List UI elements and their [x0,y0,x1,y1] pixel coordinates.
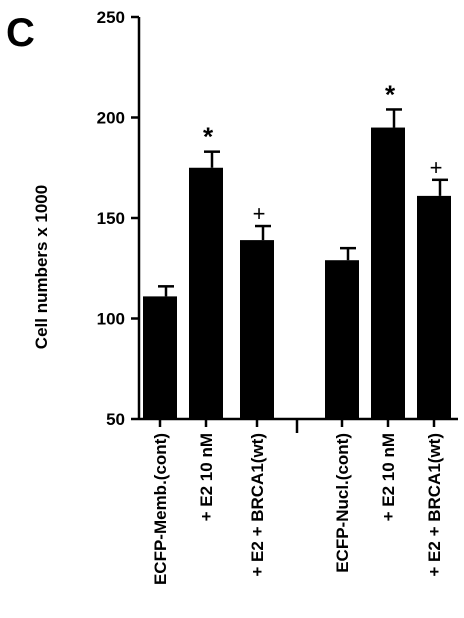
bar [371,127,405,420]
significance-marker: + [253,201,266,226]
x-tick-label: + E2 10 nM [197,433,216,521]
panel-label: C [6,11,35,55]
y-tick-label: 200 [97,109,125,128]
bar [143,296,177,419]
y-axis-label: Cell numbers x 1000 [32,185,51,349]
x-tick-label: + E2 10 nM [379,433,398,521]
significance-marker: * [203,122,214,152]
bar [417,195,451,419]
bar [325,260,359,419]
y-tick-label: 50 [106,410,125,429]
significance-marker: + [430,155,443,180]
significance-marker: * [385,79,396,109]
bar [189,167,223,419]
x-tick-label: + E2 + BRCA1(wt) [425,433,444,577]
y-tick-label: 250 [97,8,125,27]
y-tick-label: 150 [97,209,125,228]
y-tick-label: 100 [97,310,125,329]
x-tick-label: ECFP-Memb.(cont) [151,433,170,585]
x-tick-label: + E2 + BRCA1(wt) [248,433,267,577]
bar [240,240,274,419]
plot-area: 50 100 150 200 250 ECFP-Memb.(cont) * + E2 10 n… [97,8,458,585]
x-tick-label: ECFP-Nucl.(cont) [333,433,352,573]
